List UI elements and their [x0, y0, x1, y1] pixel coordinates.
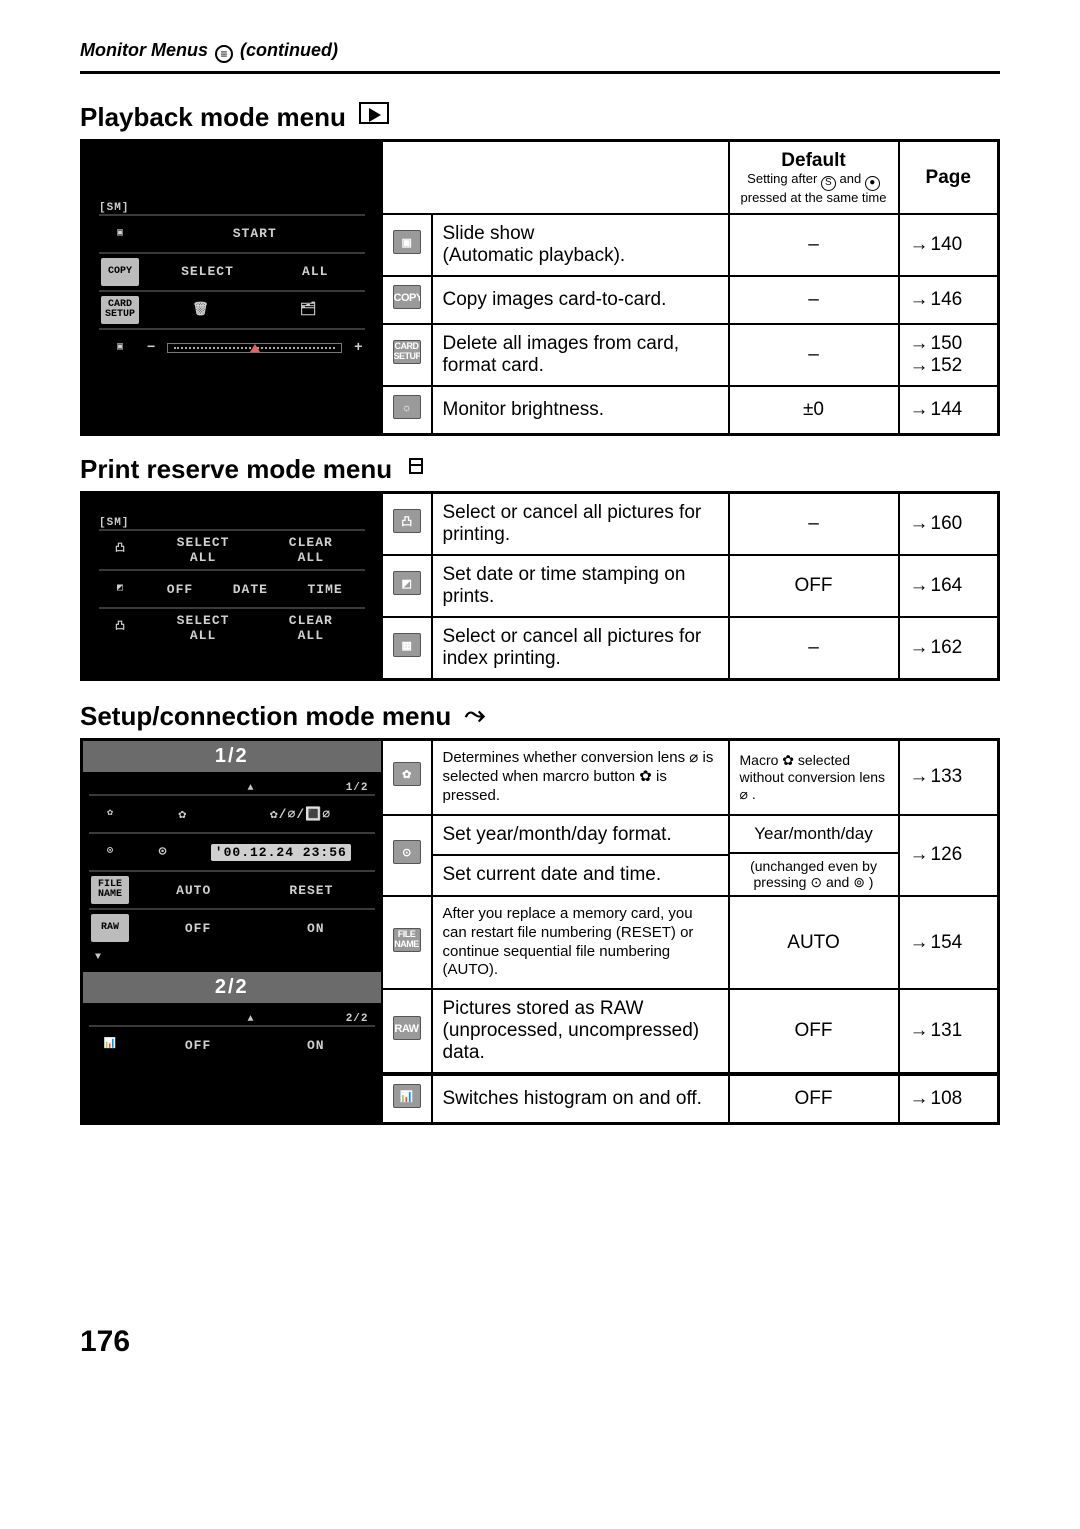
section-title-print: Print reserve mode menu — [80, 454, 1000, 485]
running-header: Monitor Menus ≡ (continued) — [80, 40, 1000, 63]
chevron-up-icon — [247, 782, 254, 794]
row-page: →154 — [899, 896, 999, 989]
index-print-icon: 凸 — [101, 614, 139, 642]
row-default: – — [729, 617, 899, 680]
raw-icon: RAW — [393, 1016, 421, 1040]
row-default: OFF — [729, 1075, 899, 1124]
brightness-slider — [167, 343, 342, 353]
header-rule — [80, 71, 1000, 74]
col-default: Default Setting after S and ● pressed at… — [729, 141, 899, 215]
print-table: [SM] 凸 SELECT ALL CLEAR ALL ◩ OFF DATE T… — [80, 491, 1000, 681]
lcd-banner-1: 1/2 — [83, 741, 381, 772]
page-number: 176 — [80, 1325, 1000, 1359]
row-desc: Slide show (Automatic playback). — [432, 214, 729, 276]
button-s-icon: S — [821, 176, 836, 191]
row-page: →150 →152 — [899, 324, 999, 386]
row-default: Year/month/day (unchanged even by pressi… — [729, 815, 899, 897]
setup-lcd-cell: 1/2 1/2 ✿ ✿ ✿/⌀/🔳⌀ ⊙ ⊙ '00.12.24 23:56 — [82, 740, 382, 1124]
play-icon — [359, 102, 389, 124]
col-page: Page — [899, 141, 999, 215]
row-desc: Select or cancel all pictures for printi… — [432, 493, 729, 556]
row-default: – — [729, 214, 899, 276]
file-name-icon: FILE NAME — [91, 876, 129, 904]
print-select-icon: 凸 — [393, 509, 421, 533]
row-desc: Copy images card-to-card. — [432, 276, 729, 324]
slideshow-icon: ▣ — [393, 230, 421, 254]
clock-icon: ⊙ — [393, 840, 421, 864]
lcd-corner: [SM] — [99, 517, 365, 529]
row-page: →126 — [899, 815, 999, 897]
print-lcd-cell: [SM] 凸 SELECT ALL CLEAR ALL ◩ OFF DATE T… — [82, 493, 382, 680]
copy-icon: COPY — [393, 285, 421, 309]
row-default: AUTO — [729, 896, 899, 989]
histogram-icon: 📊 — [91, 1031, 129, 1059]
row-desc: Pictures stored as RAW (unprocessed, unc… — [432, 989, 729, 1073]
date-stamp-icon: ◩ — [393, 571, 421, 595]
row-desc: Monitor brightness. — [432, 386, 729, 435]
setup-table: 1/2 1/2 ✿ ✿ ✿/⌀/🔳⌀ ⊙ ⊙ '00.12.24 23:56 — [80, 738, 1000, 1125]
running-header-right: (continued) — [240, 40, 338, 60]
row-page: →164 — [899, 555, 999, 617]
clock-icon: ⊙ — [91, 838, 129, 866]
section-title-setup: Setup/connection mode menu ⤳ — [80, 699, 1000, 732]
card-setup-icon: CARD SETUP — [101, 296, 139, 324]
row-desc: Determines whether conversion lens ⌀ is … — [432, 740, 729, 815]
monitor-brightness-icon: ☼ — [393, 395, 421, 419]
menu-circle-icon: ≡ — [215, 45, 233, 63]
row-default: OFF — [729, 989, 899, 1073]
slideshow-icon: ▣ — [101, 220, 139, 248]
print-lcd: [SM] 凸 SELECT ALL CLEAR ALL ◩ OFF DATE T… — [93, 509, 371, 663]
card-icon: 🗂 — [300, 302, 318, 317]
lcd-corner: [SM] — [99, 202, 365, 214]
playback-lcd: [SM] ▣ START COPY SELECT ALL CARD SETUP … — [93, 194, 371, 382]
row-desc: After you replace a memory card, you can… — [432, 896, 729, 989]
row-default: ±0 — [729, 386, 899, 435]
copy-icon: COPY — [101, 258, 139, 286]
row-page: →146 — [899, 276, 999, 324]
trash-icon: 🗑 — [192, 302, 210, 317]
row-default: – — [729, 493, 899, 556]
table-row: [SM] 凸 SELECT ALL CLEAR ALL ◩ OFF DATE T… — [82, 493, 999, 556]
brightness-icon: ▣ — [101, 334, 139, 362]
row-desc: Set year/month/day format. Set current d… — [432, 815, 729, 897]
row-default: – — [729, 324, 899, 386]
row-desc: Switches histogram on and off. — [432, 1075, 729, 1124]
playback-table: [SM] ▣ START COPY SELECT ALL CARD SETUP … — [80, 139, 1000, 436]
row-page: →133 — [899, 740, 999, 815]
row-page: →144 — [899, 386, 999, 435]
row-desc: Delete all images from card, format card… — [432, 324, 729, 386]
connection-icon: ⤳ — [464, 699, 485, 731]
date-stamp-icon: ◩ — [101, 575, 139, 603]
macro-icon: ✿ — [91, 800, 129, 828]
table-row: 1/2 1/2 ✿ ✿ ✿/⌀/🔳⌀ ⊙ ⊙ '00.12.24 23:56 — [82, 740, 999, 815]
card-setup-icon: CARD SETUP — [393, 340, 421, 364]
setup-lcd-2: 2/2 📊 OFF ON — [83, 1003, 381, 1079]
section-title-playback: Playback mode menu — [80, 102, 1000, 133]
row-default: Macro ✿ selected without conversion lens… — [729, 740, 899, 815]
row-page: →160 — [899, 493, 999, 556]
button-ok-icon: ● — [865, 176, 880, 191]
lcd-banner-2: 2/2 — [83, 972, 381, 1003]
row-desc: Set date or time stamping on prints. — [432, 555, 729, 617]
print-icon — [405, 454, 427, 476]
raw-icon: RAW — [91, 914, 129, 942]
running-header-left: Monitor Menus — [80, 40, 208, 60]
row-default: – — [729, 276, 899, 324]
histogram-icon: 📊 — [393, 1084, 421, 1108]
index-print-icon: ▦ — [393, 633, 421, 657]
chevron-down-icon — [95, 948, 101, 964]
row-default: OFF — [729, 555, 899, 617]
row-page: →162 — [899, 617, 999, 680]
print-select-icon: 凸 — [101, 536, 139, 564]
file-name-icon: FILE NAME — [393, 928, 421, 952]
macro-icon: ✿ — [393, 762, 421, 786]
playback-lcd-cell: [SM] ▣ START COPY SELECT ALL CARD SETUP … — [82, 141, 382, 435]
setup-lcd-1: 1/2 ✿ ✿ ✿/⌀/🔳⌀ ⊙ ⊙ '00.12.24 23:56 — [83, 772, 381, 972]
row-desc: Select or cancel all pictures for index … — [432, 617, 729, 680]
chevron-up-icon — [247, 1013, 254, 1025]
row-page: →140 — [899, 214, 999, 276]
row-page: →131 — [899, 989, 999, 1073]
row-page: →108 — [899, 1075, 999, 1124]
